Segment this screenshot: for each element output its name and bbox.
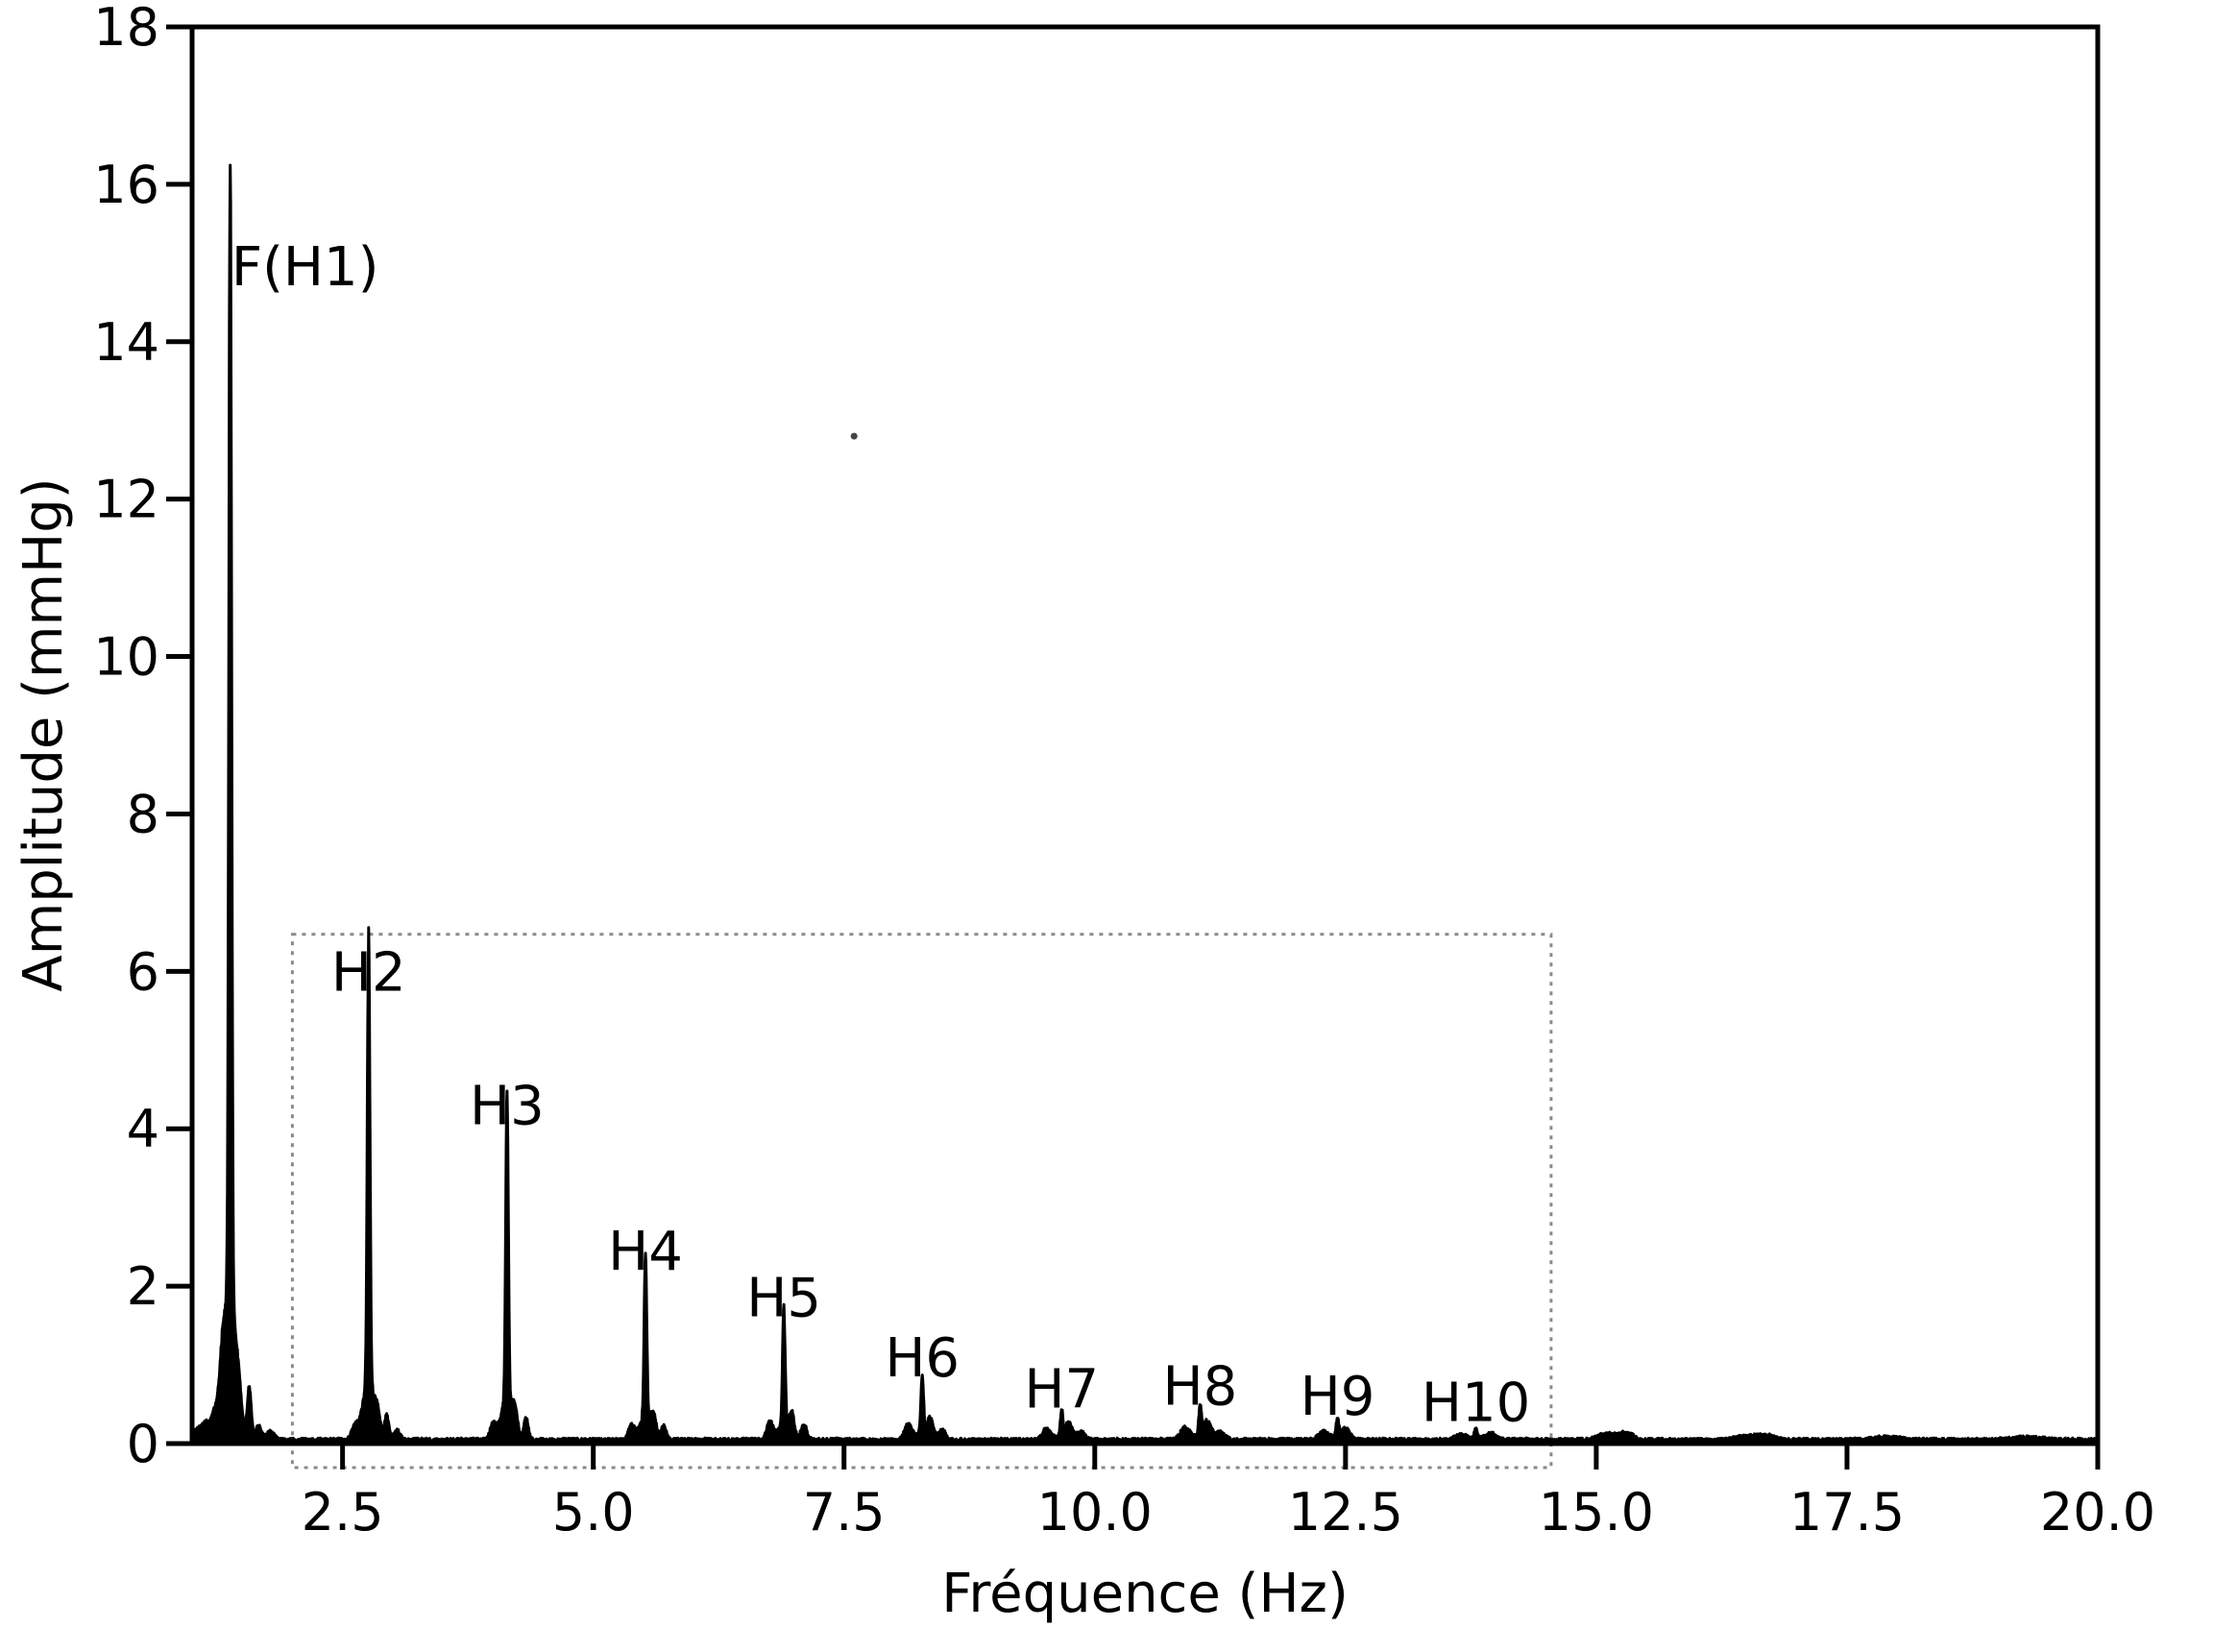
plot-border (189, 24, 2101, 1446)
x-tick-label: 12.5 (1288, 1482, 1403, 1543)
harmonics-annotation-box (290, 933, 1553, 1470)
spectrum-curve (190, 163, 2100, 1446)
peak-label-h2: H2 (331, 941, 406, 1004)
peak-label-h4: H4 (608, 1221, 683, 1283)
x-tick-label: 2.5 (302, 1482, 384, 1543)
artifact-dot (850, 432, 858, 440)
x-tick-label: 17.5 (1789, 1482, 1905, 1543)
x-tick-labels: 2.5 5.0 7.5 10.0 12.5 15.0 17.5 20.0 (302, 1482, 2155, 1543)
peak-label-h6: H6 (885, 1327, 960, 1390)
peak-label-h7: H7 (1024, 1359, 1099, 1421)
peak-label-fh1: F(H1) (231, 236, 379, 299)
peak-label-h10: H10 (1422, 1373, 1530, 1435)
y-tick-label: 4 (127, 1099, 159, 1159)
x-axis-title: Fréquence (Hz) (941, 1563, 1349, 1625)
y-tick-label: 10 (93, 627, 159, 688)
peak-labels: F(H1) H2 H3 H4 H5 H6 H7 H8 H9 H10 (231, 236, 1530, 1434)
y-tick-label: 0 (127, 1414, 159, 1474)
y-tick-label: 14 (93, 312, 159, 373)
x-tick-label: 7.5 (803, 1482, 886, 1543)
peak-label-h8: H8 (1163, 1355, 1238, 1418)
y-tick-labels: 0 2 4 6 8 10 12 14 16 18 (93, 0, 159, 1474)
x-tick-label: 20.0 (2040, 1482, 2155, 1543)
y-tick-label: 12 (93, 470, 159, 530)
axis-ticks (166, 24, 2101, 1470)
y-tick-label: 6 (127, 941, 159, 1002)
y-axis-title: Amplitude (mmHg) (12, 477, 75, 991)
x-tick-label: 15.0 (1539, 1482, 1654, 1543)
y-tick-label: 2 (127, 1256, 159, 1317)
y-tick-label: 16 (93, 155, 159, 215)
x-tick-label: 5.0 (552, 1482, 635, 1543)
peak-label-h3: H3 (470, 1076, 545, 1138)
x-tick-label: 10.0 (1037, 1482, 1153, 1543)
y-tick-label: 8 (127, 784, 159, 844)
peak-label-h5: H5 (746, 1268, 821, 1330)
y-tick-label: 18 (93, 0, 159, 58)
peak-label-h9: H9 (1301, 1366, 1375, 1428)
